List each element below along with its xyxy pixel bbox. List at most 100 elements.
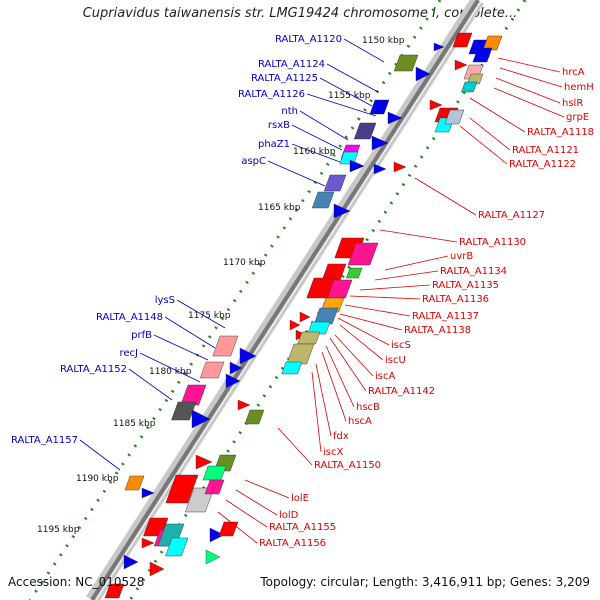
- gene-label-minus: rsxB: [268, 120, 290, 131]
- gene-arrow: [141, 537, 155, 549]
- gene-arrow: [225, 373, 241, 389]
- gene-arrow: [239, 347, 257, 365]
- kbp-tick-label: 1185 kbp: [113, 419, 156, 429]
- gene-label-plus: RALTA_A1137: [412, 311, 479, 322]
- gene-label-plus: RALTA_A1138: [404, 325, 471, 336]
- label-leader-line: [469, 117, 511, 151]
- gene-label-plus: RALTA_A1134: [440, 266, 507, 277]
- label-leader-line: [315, 363, 332, 437]
- gene-arrow: [209, 527, 225, 543]
- kbp-tick-label: 1195 kbp: [37, 525, 80, 535]
- gene-box: [218, 521, 239, 537]
- gene-label-minus: RALTA_A1126: [238, 89, 305, 100]
- gene-arrow: [229, 361, 243, 375]
- gene-arrow: [205, 549, 221, 565]
- gene-label-plus: iscX: [323, 447, 343, 458]
- label-leader-line: [217, 511, 258, 544]
- gene-label-plus: RALTA_A1155: [269, 522, 336, 533]
- gene-label-plus: hslR: [562, 98, 583, 109]
- gene-arrow: [299, 311, 311, 323]
- label-leader-line: [79, 439, 121, 471]
- gene-arrow: [237, 399, 251, 411]
- gene-box: [346, 267, 363, 279]
- label-leader-line: [349, 295, 421, 300]
- label-leader-line: [244, 479, 290, 499]
- backbone: [86, 0, 484, 600]
- label-leader-line: [319, 77, 373, 107]
- gene-box: [202, 465, 227, 481]
- gene-arrow: [371, 135, 389, 151]
- gene-box: [444, 109, 465, 125]
- label-leader-line: [459, 125, 508, 165]
- label-leader-line: [414, 177, 477, 216]
- gene-label-plus: fdx: [333, 431, 349, 442]
- gene-arrow: [349, 159, 365, 173]
- gene-arrow: [429, 99, 443, 111]
- label-leader-line: [164, 316, 216, 349]
- accession-text: Accession: NC_010528: [8, 575, 145, 589]
- label-leader-line: [128, 368, 173, 401]
- kbp-tick-label: 1175 kbp: [188, 311, 231, 321]
- label-leader-line: [176, 299, 226, 329]
- gene-label-minus: RALTA_A1148: [96, 312, 163, 323]
- map-title: Cupriavidus taiwanensis str. LMG19424 ch…: [82, 6, 518, 21]
- gene-arrow: [123, 554, 139, 570]
- gene-label-plus: RALTA_A1130: [459, 237, 526, 248]
- gene-label-plus: RALTA_A1136: [422, 294, 489, 305]
- label-leader-line: [334, 334, 374, 377]
- gene-label-plus: lolE: [291, 493, 309, 504]
- label-leader-line: [359, 284, 431, 291]
- label-leader-line: [469, 97, 526, 133]
- gene-arrow: [387, 111, 403, 125]
- gene-label-plus: hemH: [564, 82, 594, 93]
- label-leader-line: [343, 38, 385, 63]
- gene-label-plus: RALTA_A1121: [512, 145, 579, 156]
- label-leader-line: [267, 160, 326, 187]
- label-leader-line: [299, 110, 349, 141]
- label-leader-line: [153, 334, 209, 361]
- label-leader-line: [311, 371, 322, 453]
- gene-box: [353, 122, 377, 140]
- gene-label-plus: RALTA_A1122: [509, 159, 576, 170]
- gene-label-minus: RALTA_A1120: [275, 34, 342, 45]
- gene-box: [199, 361, 225, 379]
- gene-label-minus: RALTA_A1124: [258, 59, 325, 70]
- kbp-tick-label: 1180 kbp: [149, 367, 192, 377]
- label-leader-line: [235, 489, 278, 516]
- gene-labels: RALTA_A1120 RALTA_A1124 RALTA_A1125 RALTA_A…: [11, 34, 594, 549]
- kbp-tick-label: 1155 kbp: [328, 91, 371, 101]
- gene-label-minus: RALTA_A1152: [60, 364, 127, 375]
- gene-label-plus: RALTA_A1150: [314, 460, 381, 471]
- gene-box: [369, 99, 390, 115]
- gene-box: [281, 361, 303, 375]
- gene-label-plus: RALTA_A1118: [527, 127, 594, 138]
- gene-arrow: [393, 161, 407, 173]
- gene-label-plus: iscA: [375, 371, 395, 382]
- gene-box: [204, 479, 225, 495]
- gene-box: [212, 335, 239, 357]
- gene-label-plus: iscS: [391, 340, 411, 351]
- gene-label-plus: RALTA_A1127: [478, 210, 545, 221]
- kbp-tick-label: 1150 kbp: [362, 36, 405, 46]
- gene-label-plus: iscU: [385, 355, 406, 366]
- gene-box: [461, 81, 478, 93]
- label-leader-line: [339, 313, 403, 331]
- label-leader-line: [139, 352, 201, 383]
- gene-box: [165, 474, 199, 504]
- gene-box: [244, 409, 265, 425]
- gene-label-plus: RALTA_A1142: [368, 386, 435, 397]
- gene-arrow: [141, 487, 155, 499]
- gene-arrow: [191, 409, 211, 429]
- gene-arrow: [373, 163, 387, 175]
- gene-arrow: [149, 561, 165, 577]
- label-leader-line: [374, 270, 439, 281]
- gene-label-minus: phaZ1: [258, 139, 290, 150]
- gene-label-plus: lolD: [279, 510, 299, 521]
- gene-label-plus: hrcA: [562, 67, 585, 78]
- gene-label-minus: RALTA_A1157: [11, 435, 78, 446]
- label-leader-line: [384, 255, 449, 271]
- label-leader-line: [339, 324, 384, 361]
- gene-label-plus: hscA: [348, 416, 372, 427]
- gene-box: [286, 343, 315, 365]
- label-leader-line: [344, 304, 411, 317]
